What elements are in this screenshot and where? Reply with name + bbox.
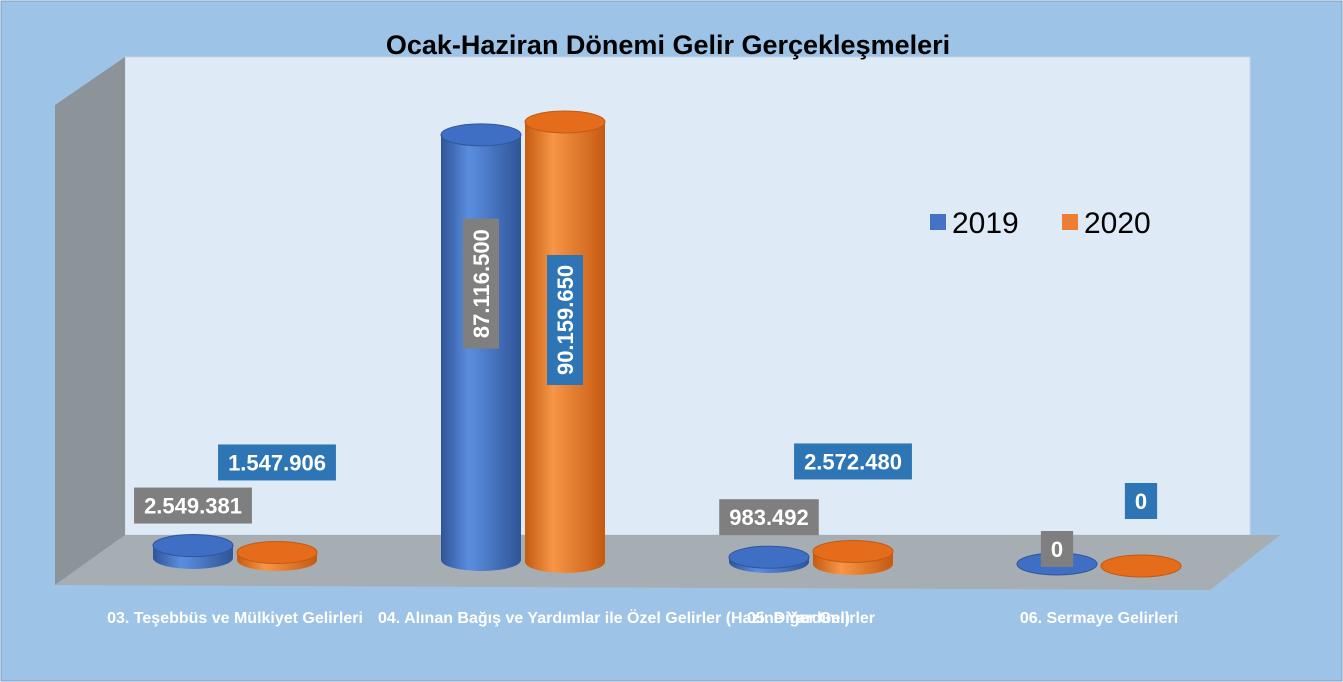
value-label-box (1124, 483, 1158, 519)
bar (812, 539, 894, 575)
value-label-box (719, 499, 819, 536)
value-label-box (463, 218, 499, 349)
value-label: 90.159.650 (547, 255, 583, 385)
x-tick-label: 06. Sermaye Gelirleri (1019, 610, 1179, 627)
x-tick-label: 04. Alınan Bağış ve Yardımlar ile Özel G… (378, 610, 850, 627)
value-label: 87.116.500 (463, 218, 499, 349)
value-label-box (1040, 531, 1074, 567)
legend-label: 2020 (1084, 207, 1151, 240)
value-label-text: 87.116.500 (469, 229, 494, 338)
bar-top (1100, 554, 1182, 578)
value-label-text: 1.547.906 (228, 450, 326, 475)
value-label-text: 2.572.480 (804, 449, 902, 474)
value-label-text: 0 (1135, 489, 1147, 514)
bar (728, 545, 810, 573)
side-wall (55, 57, 125, 585)
value-label-text: 90.159.650 (553, 265, 578, 375)
value-label-box (218, 444, 336, 481)
legend-label: 2019 (952, 207, 1019, 240)
value-label-box (547, 255, 583, 385)
bar (236, 540, 318, 571)
value-label-box (794, 443, 912, 480)
bar-top (236, 540, 318, 564)
bar-top (440, 123, 522, 147)
value-label-text: 0 (1051, 537, 1063, 562)
bar (152, 534, 234, 569)
bar (1100, 554, 1182, 578)
chart-title: Ocak-Haziran Dönemi Gelir Gerçekleşmeler… (386, 30, 950, 60)
x-tick-label: 03. Teşebbüs ve Mülkiyet Gelirleri (107, 610, 363, 627)
floor (55, 535, 1280, 590)
legend-swatch (930, 214, 946, 230)
legend-swatch (1062, 214, 1078, 230)
x-tick-label: 05. Diğer Gelirler (746, 610, 876, 627)
value-label-text: 983.492 (729, 505, 809, 530)
value-label-box (134, 487, 252, 524)
bar-top (152, 534, 234, 558)
bar-top (812, 539, 894, 563)
bar-body (441, 134, 521, 572)
bar-top (728, 545, 810, 569)
bar (440, 123, 522, 572)
bar-top (524, 110, 606, 134)
value-label-text: 2.549.381 (144, 494, 242, 519)
